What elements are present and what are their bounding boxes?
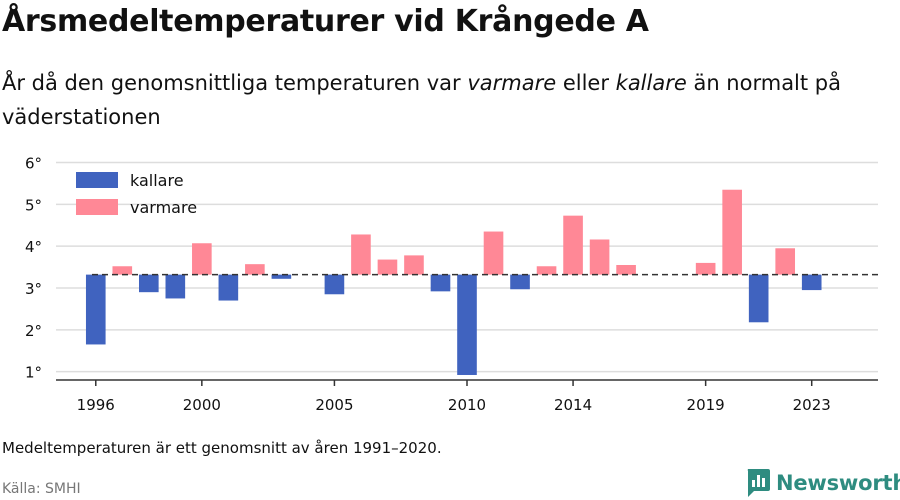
bar-2011 xyxy=(483,231,504,275)
subtitle-cold-word: kallare xyxy=(615,71,687,95)
bar-1998 xyxy=(138,274,159,293)
y-tick-label: 4° xyxy=(25,238,42,256)
x-tick-label: 1996 xyxy=(77,396,115,414)
chart-subtitle: År då den genomsnittliga temperaturen va… xyxy=(2,66,892,134)
legend-swatch-colder xyxy=(76,172,118,188)
source-label: Källa: SMHI xyxy=(2,481,81,497)
y-tick-label: 5° xyxy=(25,196,42,214)
bar-2015 xyxy=(589,239,610,275)
bar-2001 xyxy=(218,274,239,301)
bar-2014 xyxy=(563,215,583,275)
bar-2012 xyxy=(510,274,530,290)
x-tick-label: 2000 xyxy=(183,396,221,414)
bars xyxy=(85,189,822,375)
bar-2007 xyxy=(377,259,398,275)
x-tick-label: 2014 xyxy=(554,396,592,414)
bar-2002 xyxy=(245,264,265,275)
bar-2000 xyxy=(192,243,212,275)
legend-label-colder: kallare xyxy=(130,171,184,190)
bar-2023 xyxy=(801,274,822,291)
bar-2006 xyxy=(351,234,371,275)
bar-2020 xyxy=(722,189,742,275)
bar-2003 xyxy=(271,274,292,279)
temperature-bar-chart: 1° 2° 3° 4° 5° 6° 1996 2000 2005 2010 2014 2019 2023… xyxy=(25,155,878,414)
brand-name: Newsworthy xyxy=(776,471,900,495)
brand-logo: Newsworthy xyxy=(746,468,900,498)
legend-label-warmer: varmare xyxy=(130,198,197,217)
subtitle-warm-word: varmare xyxy=(467,71,557,95)
bar-2008 xyxy=(404,255,424,275)
y-tick-label: 6° xyxy=(25,155,42,173)
subtitle-part-2: eller xyxy=(556,71,616,95)
legend-swatch-warmer xyxy=(76,199,118,215)
bar-2010 xyxy=(457,274,477,375)
bar-2016 xyxy=(616,265,636,275)
bar-1996 xyxy=(85,274,106,345)
legend: kallare varmare xyxy=(76,171,197,217)
bar-2022 xyxy=(775,248,796,275)
subtitle-part-1: År då den genomsnittliga temperaturen va… xyxy=(2,71,468,95)
subtitle-part-3: än normalt på väderstationen xyxy=(2,71,841,129)
x-tick-label: 2023 xyxy=(793,396,831,414)
bar-2013 xyxy=(536,266,557,275)
y-tick-label: 3° xyxy=(25,280,42,298)
bar-1997 xyxy=(112,266,133,275)
bar-2009 xyxy=(430,274,451,292)
x-tick-label: 2010 xyxy=(448,396,486,414)
bar-2021 xyxy=(748,274,769,323)
bar-2005 xyxy=(324,274,345,295)
y-tick-label: 1° xyxy=(25,364,42,382)
newsworthy-logo-icon xyxy=(747,469,770,497)
chart-title: Årsmedeltemperaturer vid Krångede A xyxy=(2,4,649,39)
x-tick-label: 2005 xyxy=(315,396,353,414)
axes: 1° 2° 3° 4° 5° 6° 1996 2000 2005 2010 2014 2019 2023 xyxy=(25,155,878,414)
bar-2019 xyxy=(695,262,716,275)
bar-1999 xyxy=(165,274,186,299)
footnote: Medeltemperaturen är ett genomsnitt av å… xyxy=(2,439,442,457)
y-tick-label: 2° xyxy=(25,322,42,340)
x-tick-label: 2019 xyxy=(687,396,725,414)
